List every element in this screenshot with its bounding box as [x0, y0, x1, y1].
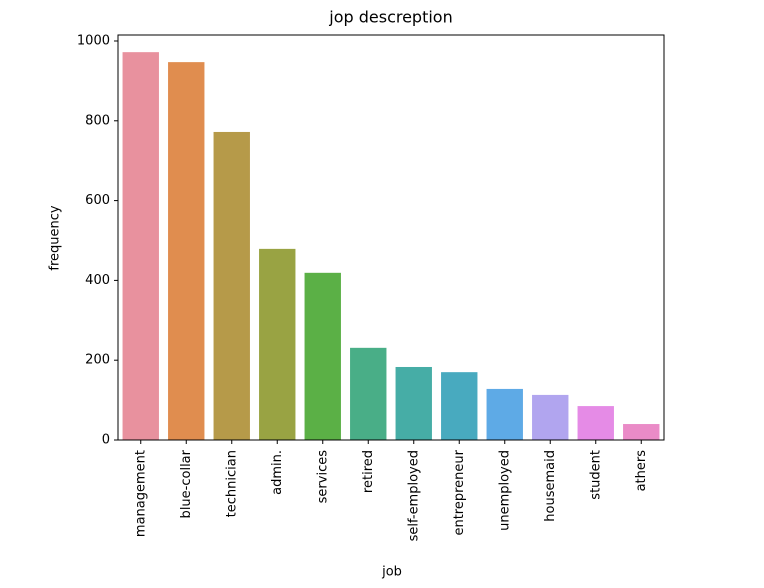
- bar: [259, 248, 296, 440]
- bar: [486, 388, 523, 440]
- x-tick-label: athers: [634, 450, 649, 492]
- x-tick-label: retired: [361, 450, 376, 493]
- bar: [532, 394, 569, 440]
- y-tick-label: 600: [85, 193, 110, 208]
- bar: [350, 347, 387, 440]
- bar: [395, 366, 432, 440]
- y-tick-label: 200: [85, 353, 110, 368]
- bar: [577, 406, 614, 440]
- bar: [122, 52, 159, 441]
- x-tick-label: entrepreneur: [452, 449, 467, 535]
- bar: [623, 424, 660, 440]
- y-tick-label: 1000: [77, 33, 110, 48]
- y-tick-label: 0: [102, 433, 110, 448]
- x-tick-label: services: [315, 450, 330, 504]
- x-axis-label: job: [381, 565, 402, 580]
- x-tick-label: blue-collar: [179, 449, 194, 518]
- bar: [441, 372, 478, 440]
- y-axis-label: frequency: [48, 205, 63, 271]
- chart-title: jop descreption: [328, 8, 452, 27]
- bar: [213, 131, 250, 441]
- x-tick-label: management: [133, 450, 148, 537]
- x-tick-label: student: [588, 450, 603, 500]
- plot-frame: [117, 34, 665, 441]
- x-tick-label: unemployed: [497, 450, 512, 531]
- x-tick-label: housemaid: [543, 450, 558, 522]
- x-tick-label: self-employed: [406, 450, 421, 541]
- y-tick-label: 800: [85, 113, 110, 128]
- y-tick-label: 400: [85, 273, 110, 288]
- bar: [168, 62, 205, 441]
- bar: [304, 272, 341, 440]
- x-tick-label: technician: [224, 450, 239, 517]
- x-tick-label: admin.: [270, 450, 285, 495]
